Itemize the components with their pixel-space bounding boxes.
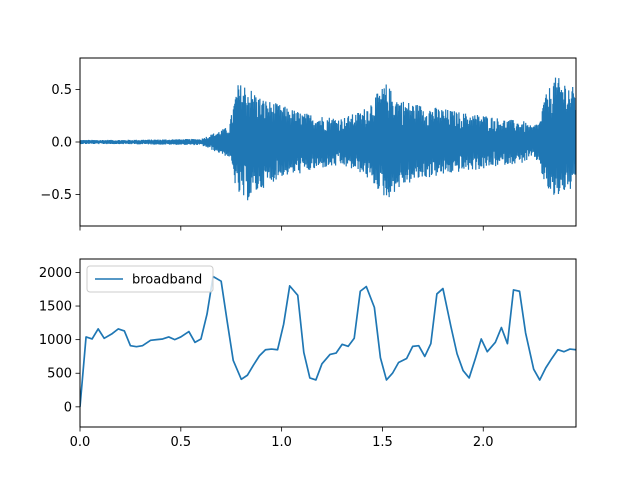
- broadband-x-tick-label: 1.0: [271, 435, 292, 450]
- broadband-x-tick-label: 0.0: [70, 435, 91, 450]
- broadband-axes-frame: [79, 258, 577, 428]
- waveform-plot-area: [80, 77, 576, 201]
- waveform-y-tick-label: −0.5: [40, 188, 72, 203]
- waveform-y-tick-label: 0.0: [51, 136, 72, 151]
- broadband-y-tick-label: 2000: [39, 266, 72, 281]
- broadband-series-line-broadband: [80, 275, 576, 407]
- broadband-ticks: 0.0 0.5 1.0 1.5 2.0 0 500 1000 1500 2000: [39, 266, 494, 450]
- waveform-series-line: [80, 77, 576, 201]
- broadband-plot-area: [80, 275, 576, 407]
- broadband-x-tick-label: 2.0: [473, 435, 494, 450]
- broadband-axes: 0.0 0.5 1.0 1.5 2.0 0 500 1000 1500 2000 broadban…: [39, 258, 577, 450]
- waveform-y-tick-label: 0.5: [51, 83, 72, 98]
- waveform-ticks: −0.5 0.0 0.5: [40, 83, 484, 231]
- broadband-y-tick-label: 1500: [39, 300, 72, 315]
- legend-box: [86, 265, 214, 293]
- broadband-x-tick-label: 1.5: [372, 435, 393, 450]
- legend: broadband: [86, 265, 214, 293]
- broadband-y-tick-label: 500: [47, 367, 72, 382]
- broadband-x-tick-label: 0.5: [170, 435, 191, 450]
- legend-label-broadband: broadband: [132, 273, 202, 288]
- broadband-y-tick-label: 1000: [39, 333, 72, 348]
- waveform-axes: −0.5 0.0 0.5: [40, 57, 577, 231]
- broadband-y-tick-label: 0: [64, 400, 72, 415]
